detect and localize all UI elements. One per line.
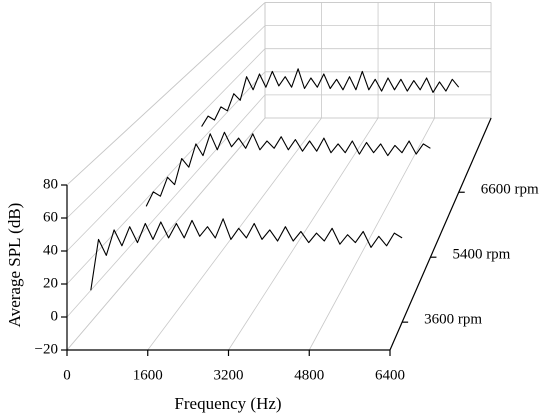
grid-line [66,48,266,252]
series-line [145,131,431,207]
y-tick-label: 80 [43,176,58,192]
grid-line [66,2,266,186]
grid-line [66,25,266,219]
depth-label: 3600 rpm [424,312,482,328]
depth-label: 5400 rpm [452,247,510,263]
x-tick-label: 1600 [133,367,163,383]
y-tick-label: 20 [43,275,58,291]
x-axis-label: Frequency (Hz) [174,394,281,413]
grid-line [308,117,435,351]
y-tick-label: 60 [43,209,58,225]
x-tick-label: 6400 [375,367,405,383]
x-tick-label: 0 [63,367,71,383]
y-tick-label: 40 [43,242,58,258]
series-line [201,68,460,127]
x-tick-label: 4800 [294,367,324,383]
grid-line [66,71,266,285]
grid-line [66,94,266,318]
depth-axis [389,117,492,351]
series-line [90,218,403,291]
depth-label: 6600 rpm [481,182,539,198]
y-tick-label: −20 [35,341,58,357]
y-tick-label: 0 [51,308,59,324]
y-axis-label: Average SPL (dB) [5,203,24,328]
x-tick-label: 3200 [214,367,244,383]
grid-line [66,117,266,351]
